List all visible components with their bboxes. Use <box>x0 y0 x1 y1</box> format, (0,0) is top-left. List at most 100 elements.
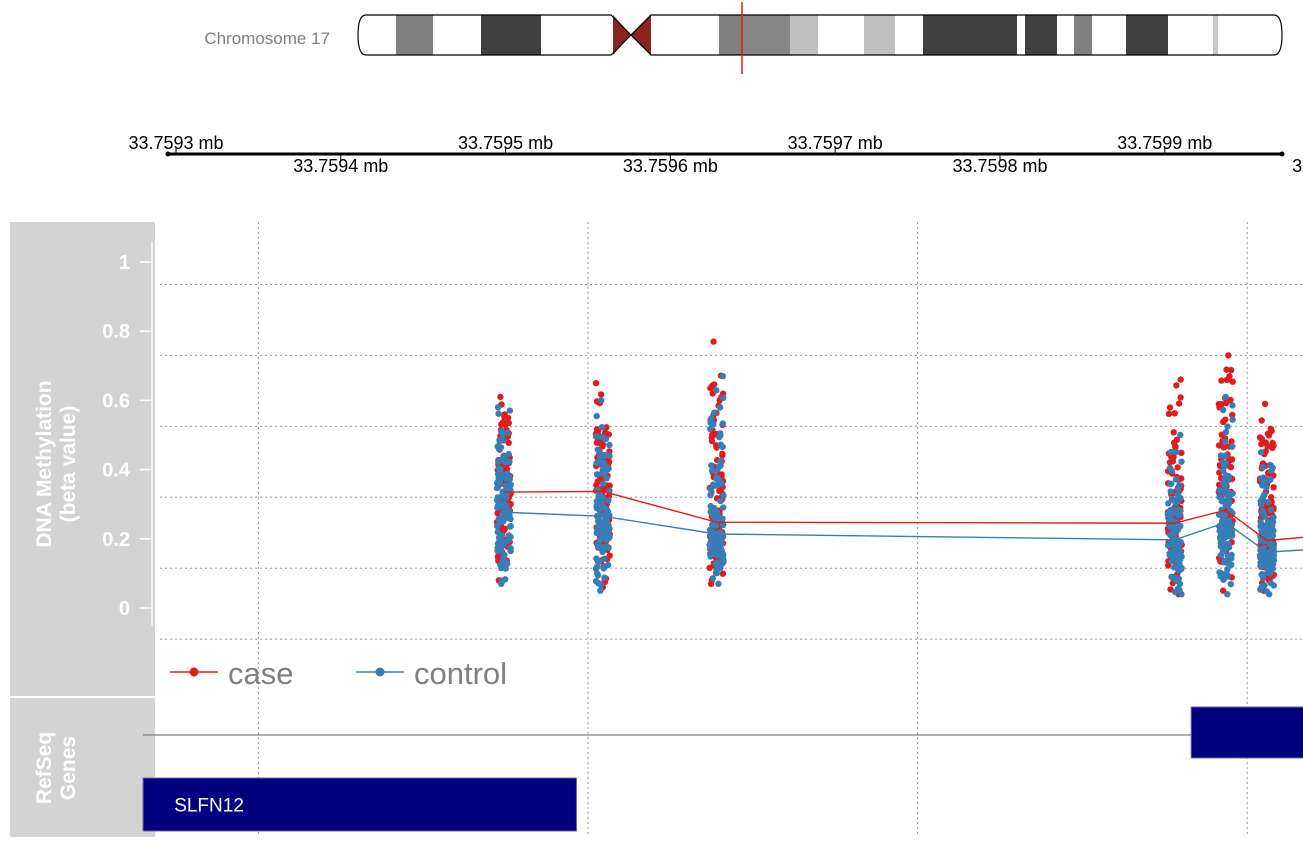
control-point <box>1177 431 1184 439</box>
control-point <box>1177 494 1184 502</box>
control-point <box>504 511 511 519</box>
control-point <box>1229 443 1236 450</box>
control-point <box>505 450 512 458</box>
gene-slfn12-block[interactable] <box>142 777 577 832</box>
methylation-title-panel <box>10 222 155 696</box>
control-point <box>1174 526 1182 533</box>
chromosome-ideogram: Chromosome 17 <box>204 2 1285 74</box>
control-point <box>598 397 605 404</box>
case-point <box>719 570 727 577</box>
case-point <box>1175 400 1183 407</box>
case-point <box>505 439 512 446</box>
ideogram-band-13 <box>895 15 923 55</box>
ideogram-band-16 <box>1025 15 1057 55</box>
control-point <box>502 576 509 583</box>
ideogram-band-18 <box>1074 15 1092 55</box>
ideogram-band-15 <box>1017 15 1025 55</box>
control-point <box>1261 582 1268 589</box>
case-point <box>592 379 600 387</box>
control-point <box>1256 552 1264 559</box>
control-point <box>1172 476 1180 483</box>
ideogram-bands <box>358 15 1285 55</box>
control-point <box>1220 576 1227 583</box>
refseq-title-line1: RefSeq <box>33 732 56 804</box>
legend-case-label: case <box>228 656 293 691</box>
ideogram-outline <box>357 14 1283 56</box>
plot-grid <box>160 222 1303 837</box>
control-point <box>507 481 514 488</box>
control-point <box>1264 569 1271 576</box>
case-mean-line <box>503 490 1303 542</box>
control-point <box>603 536 610 543</box>
control-point <box>712 560 719 568</box>
control-point <box>1221 482 1228 489</box>
control-point <box>1170 496 1177 503</box>
control-point <box>1264 498 1272 506</box>
genome-axis-ticks: 33.7593 mb 33.7595 mb 33.7597 mb 33.7599 mb… <box>128 133 1303 176</box>
case-point <box>1264 430 1272 437</box>
control-point <box>1167 448 1175 456</box>
case-point <box>1177 394 1184 401</box>
control-point <box>1225 473 1232 480</box>
control-point <box>1269 464 1277 472</box>
control-point <box>1269 540 1276 548</box>
case-point <box>1170 429 1177 436</box>
control-point <box>713 474 720 481</box>
control-point <box>1229 402 1236 409</box>
control-point <box>710 420 717 428</box>
case-point <box>1173 382 1180 389</box>
case-point <box>501 413 508 420</box>
control-point <box>601 555 608 562</box>
control-point <box>497 535 504 543</box>
control-point <box>494 528 501 536</box>
gene-slfn12-block[interactable] <box>1190 706 1303 759</box>
control-point <box>709 521 716 528</box>
control-point <box>1167 532 1174 539</box>
control-point <box>1166 508 1173 515</box>
control-point <box>595 543 602 551</box>
control-point <box>718 480 726 487</box>
y-axis-tick-label: 0.6 <box>102 390 130 412</box>
control-point <box>494 470 502 478</box>
ideogram-band-23 <box>1218 15 1285 55</box>
genome-axis: 33.7593 mb 33.7595 mb 33.7597 mb 33.7599 mb… <box>128 133 1303 176</box>
control-point <box>502 502 509 509</box>
control-point <box>598 424 606 431</box>
control-point <box>1176 510 1183 517</box>
case-point <box>1165 410 1173 417</box>
control-point <box>605 497 612 504</box>
legend-case-point <box>189 667 199 677</box>
control-point <box>720 492 727 499</box>
case-point <box>501 525 508 532</box>
control-point <box>506 407 514 414</box>
case-point <box>499 419 506 426</box>
control-point <box>720 394 727 401</box>
case-point <box>1258 417 1265 424</box>
control-point <box>1176 587 1183 594</box>
case-point <box>1261 400 1269 408</box>
control-point <box>506 544 513 552</box>
methylation-y-axis: 0 0.2 0.4 0.6 0.8 1 <box>102 241 153 626</box>
control-point <box>1166 542 1173 549</box>
ideogram-band-0 <box>358 15 396 55</box>
control-point <box>1257 449 1265 456</box>
control-point <box>496 445 503 453</box>
chromosome-label: Chromosome 17 <box>204 29 330 48</box>
case-point <box>602 429 609 436</box>
control-point <box>596 512 603 519</box>
control-point <box>1228 555 1235 562</box>
control-point <box>713 543 720 551</box>
control-point <box>1221 512 1228 519</box>
control-point <box>504 560 511 568</box>
control-point <box>1229 416 1236 423</box>
control-point <box>1178 565 1185 573</box>
control-point <box>500 437 507 444</box>
control-point <box>717 457 724 465</box>
ideogram-band-19 <box>1092 15 1126 55</box>
control-point <box>603 506 610 513</box>
control-point <box>718 552 725 560</box>
control-point <box>707 425 714 433</box>
control-point <box>1270 557 1277 564</box>
control-point <box>502 482 509 489</box>
control-point <box>603 463 611 470</box>
